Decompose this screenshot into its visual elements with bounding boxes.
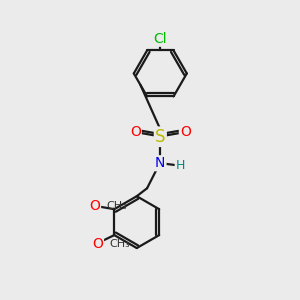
Text: CH₃: CH₃ [106,201,127,211]
Text: O: O [130,125,141,139]
Text: S: S [155,128,166,146]
Text: O: O [89,199,100,213]
Text: O: O [180,125,191,139]
Text: O: O [92,237,103,251]
Text: N: N [155,156,166,170]
Text: CH₃: CH₃ [109,239,130,249]
Text: Cl: Cl [154,32,167,46]
Text: H: H [176,159,185,172]
